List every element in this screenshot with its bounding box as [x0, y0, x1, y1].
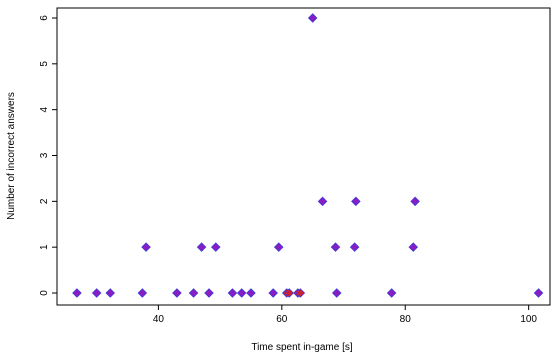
y-tick-label: 3 — [39, 152, 50, 158]
data-point — [188, 288, 199, 298]
y-tick-label: 1 — [39, 244, 50, 250]
data-point — [236, 288, 247, 298]
x-tick-label: 40 — [153, 314, 165, 325]
data-point — [307, 13, 318, 23]
data-point — [246, 288, 256, 298]
data-point — [91, 288, 102, 298]
data-point — [317, 196, 328, 207]
data-point — [273, 242, 284, 252]
x-tick-label: 80 — [400, 314, 412, 325]
y-tick-label: 4 — [39, 106, 50, 112]
x-axis: 40 60 80 100 — [153, 305, 537, 325]
y-axis: 0 1 2 3 4 5 6 — [39, 15, 57, 296]
data-point — [408, 242, 419, 252]
plot-frame — [56, 7, 551, 306]
data-point — [331, 288, 342, 298]
x-tick-label: 60 — [276, 314, 288, 325]
data-point — [284, 288, 294, 298]
data-point — [211, 242, 221, 252]
y-tick-label: 0 — [39, 290, 50, 296]
x-axis-title: Time spent in-game [s] — [251, 342, 353, 353]
data-points — [72, 13, 544, 298]
data-point — [227, 288, 238, 298]
y-tick-label: 5 — [39, 61, 50, 67]
data-point — [196, 242, 207, 252]
data-point — [349, 242, 360, 252]
data-point — [105, 288, 116, 298]
data-point — [410, 196, 420, 207]
data-point — [351, 196, 361, 207]
y-axis-title: Number of incorrect answers — [6, 92, 17, 220]
data-point — [141, 242, 151, 252]
data-point — [533, 288, 544, 298]
data-point — [386, 288, 397, 298]
data-point — [172, 288, 182, 298]
y-tick-label: 2 — [39, 198, 50, 204]
data-point — [330, 242, 341, 252]
data-point — [268, 288, 278, 298]
x-tick-label: 100 — [520, 314, 537, 325]
data-point — [137, 288, 148, 298]
data-point — [295, 288, 306, 298]
y-tick-label: 6 — [39, 15, 50, 21]
data-point — [72, 288, 82, 298]
data-point — [204, 288, 214, 298]
